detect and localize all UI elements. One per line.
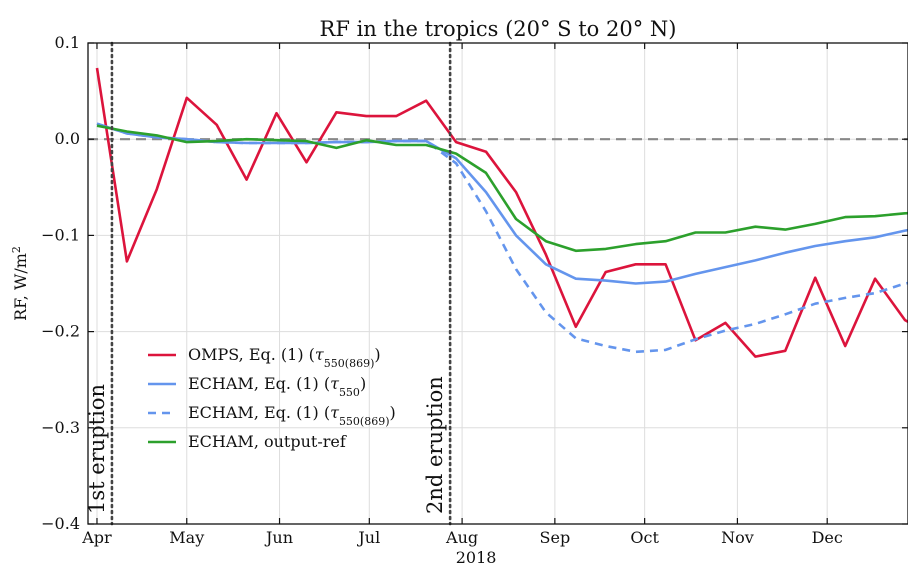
y-tick-label: −0.2	[41, 322, 80, 341]
legend-echam-output-ref: ECHAM, output-ref	[188, 432, 347, 451]
y-axis-label-superscript: 2	[10, 246, 23, 253]
legend-echam-eq1-tau550: ECHAM, Eq. (1) (τ550)	[188, 374, 366, 399]
second-eruption-label: 2nd eruption	[423, 376, 447, 514]
y-tick-label: −0.3	[41, 418, 80, 437]
echam-output-ref-line	[96, 124, 908, 253]
legend-echam-eq1-tau550-869: ECHAM, Eq. (1) (τ550(869))	[188, 403, 396, 428]
y-tick-label: 0.1	[55, 33, 80, 52]
eruption-markers: 1st eruption 2nd eruption	[85, 41, 452, 526]
grid	[88, 42, 908, 525]
legend-omps-eq1-tau550-869: OMPS, Eq. (1) (τ550(869))	[188, 345, 381, 370]
y-tick-label: 0.0	[55, 129, 80, 148]
x-tick-label: Nov	[721, 528, 754, 547]
x-tick-label: Jun	[264, 528, 293, 547]
x-tick-label: Oct	[630, 528, 659, 547]
chart-title: RF in the tropics (20° S to 20° N)	[320, 17, 677, 41]
series-lines	[95, 67, 908, 358]
x-tick-label: Apr	[81, 528, 112, 547]
first-eruption-label: 1st eruption	[85, 384, 109, 514]
y-tick-label: −0.1	[41, 225, 80, 244]
echam-eq1-tau550-line	[96, 122, 908, 285]
x-tick-label: Dec	[812, 528, 843, 547]
x-tick-label: Sep	[540, 528, 571, 547]
x-axis-label: 2018	[456, 548, 497, 566]
omps-eq1-tau550-869-line	[95, 67, 908, 358]
x-tick-label: May	[169, 528, 204, 547]
y-axis-label: RF, W/m2	[10, 246, 31, 321]
x-tick-label: Jul	[356, 528, 380, 547]
echam-eq1-tau550-869-line	[96, 122, 908, 354]
plot-frame	[87, 42, 908, 525]
legend: OMPS, Eq. (1) (τ550(869)) ECHAM, Eq. (1) …	[148, 345, 396, 451]
y-tick-label: −0.4	[41, 514, 80, 533]
x-tick-label: Aug	[445, 528, 478, 547]
y-axis-label-text: RF, W/m	[11, 253, 30, 321]
